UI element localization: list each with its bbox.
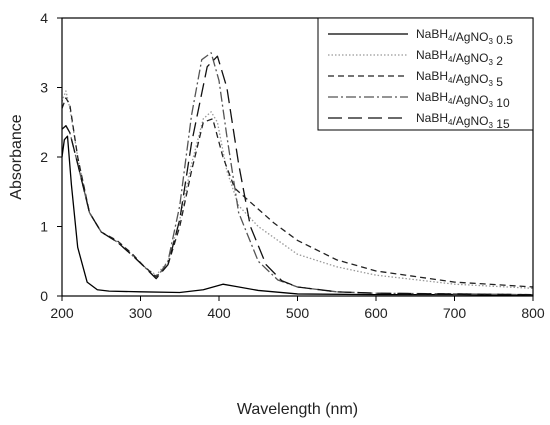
legend-label-4: NaBH4/AgNO3 10: [416, 90, 510, 110]
y-tick-label: 0: [40, 288, 48, 304]
series-line-1: [62, 135, 533, 296]
y-tick-label: 2: [40, 149, 48, 165]
x-tick-label: 600: [364, 305, 388, 321]
series-line-3: [62, 97, 533, 288]
x-tick-label: 300: [129, 305, 153, 321]
x-axis-ticks: 200 300 400 500 600 700 800: [50, 296, 545, 321]
legend-label-1: NaBH4/AgNO3 0.5: [416, 27, 513, 47]
y-tick-label: 3: [40, 80, 48, 96]
y-axis-ticks: 0 1 2 3 4: [40, 10, 62, 304]
y-tick-label: 4: [40, 10, 48, 26]
x-tick-label: 500: [286, 305, 310, 321]
legend-label-3: NaBH4/AgNO3 5: [416, 69, 503, 89]
series-line-2: [62, 90, 533, 290]
legend-label-5: NaBH4/AgNO3 15: [416, 111, 510, 131]
x-tick-label: 700: [443, 305, 467, 321]
x-tick-label: 400: [207, 305, 231, 321]
y-axis-title: Absorbance: [8, 114, 25, 199]
legend-box: [317, 17, 534, 131]
x-tick-label: 200: [50, 305, 74, 321]
x-tick-label: 800: [521, 305, 545, 321]
series-line-5: [62, 55, 533, 296]
series-layer: [62, 52, 533, 296]
series-line-4: [62, 52, 533, 296]
legend-label-2: NaBH4/AgNO3 2: [416, 48, 503, 68]
y-tick-label: 1: [40, 219, 48, 235]
x-axis-title: Wavelength (nm): [237, 401, 358, 418]
